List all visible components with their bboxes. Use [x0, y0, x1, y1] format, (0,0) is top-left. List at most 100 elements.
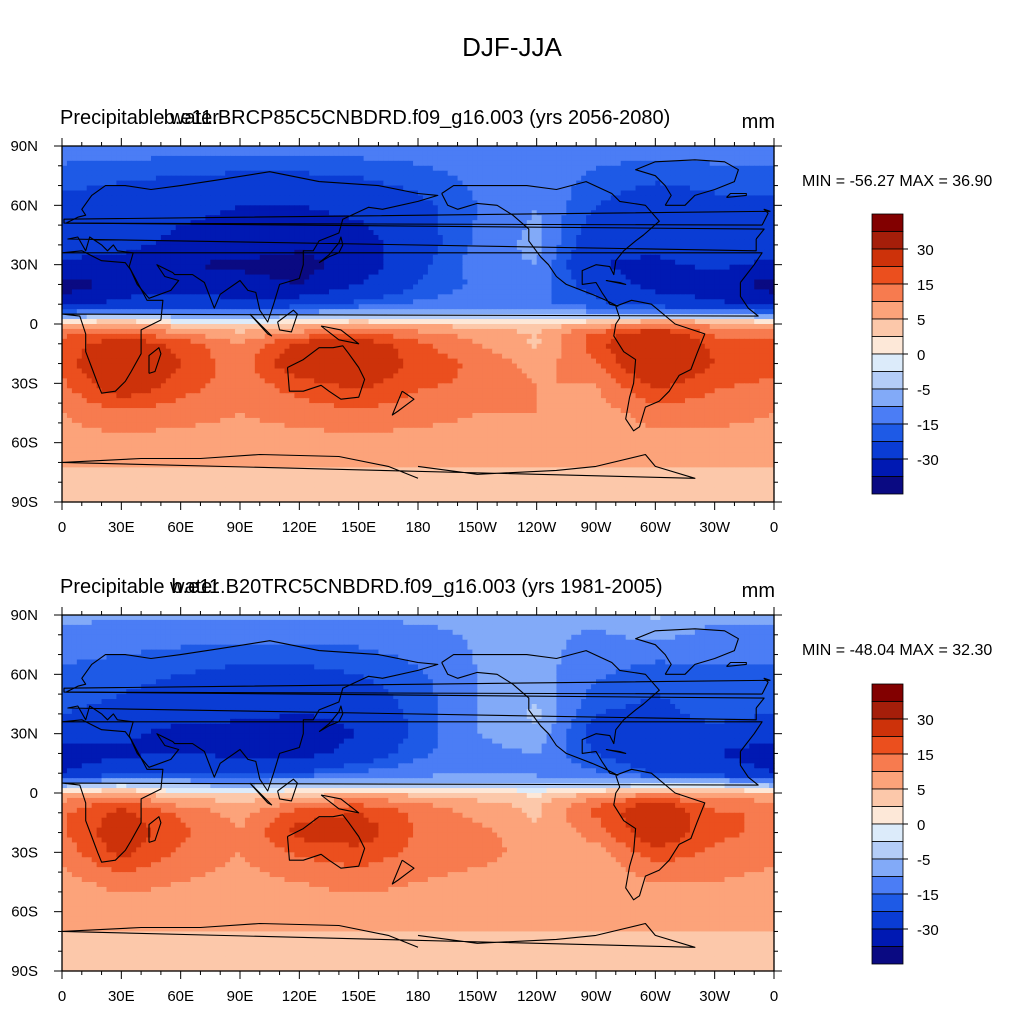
heatmap-cell: [556, 294, 562, 300]
heatmap-cell: [516, 180, 523, 187]
heatmap-cell: [427, 279, 434, 286]
heatmap-cell: [739, 264, 745, 271]
heatmap-cell: [284, 289, 291, 295]
heatmap-cell: [358, 165, 365, 172]
heatmap-cell: [516, 185, 523, 192]
heatmap-cell: [709, 239, 716, 246]
heatmap-cell: [259, 269, 266, 276]
heatmap-cell: [615, 309, 622, 315]
heatmap-cell: [353, 185, 360, 192]
heatmap-cell: [388, 215, 394, 221]
heatmap-cell: [630, 150, 637, 157]
heatmap-cell: [398, 254, 404, 261]
heatmap-cell: [556, 289, 562, 295]
heatmap-cell: [739, 225, 745, 231]
heatmap-cell: [749, 289, 755, 295]
heatmap-cell: [442, 146, 449, 152]
heatmap-cell: [175, 284, 182, 290]
heatmap-cell: [314, 314, 320, 320]
heatmap-cell: [689, 299, 696, 305]
heatmap-cell: [502, 205, 508, 211]
heatmap-cell: [482, 205, 488, 211]
heatmap-cell: [764, 180, 770, 187]
heatmap-cell: [413, 175, 419, 182]
heatmap-cell: [81, 289, 88, 295]
heatmap-cell: [492, 274, 498, 281]
heatmap-cell: [210, 180, 216, 187]
heatmap-cell: [600, 155, 607, 162]
heatmap-cell: [363, 304, 370, 310]
heatmap-cell: [408, 274, 414, 281]
heatmap-cell: [462, 225, 469, 231]
heatmap-cell: [180, 254, 187, 261]
heatmap-cell: [477, 205, 483, 211]
heatmap-cell: [472, 180, 478, 187]
heatmap-cell: [309, 259, 315, 266]
heatmap-cell: [240, 215, 246, 221]
heatmap-cell: [739, 150, 745, 157]
heatmap-cell: [432, 239, 439, 246]
heatmap-cell: [452, 254, 459, 261]
heatmap-cell: [754, 225, 760, 231]
heatmap-cell: [620, 165, 627, 172]
heatmap-cell: [240, 269, 246, 276]
heatmap-cell: [600, 235, 607, 241]
heatmap-cell: [116, 279, 122, 286]
heatmap-cell: [81, 200, 88, 206]
heatmap-cell: [630, 284, 637, 290]
heatmap-cell: [66, 170, 73, 177]
heatmap-cell: [610, 190, 617, 197]
heatmap-cell: [66, 230, 73, 236]
heatmap-cell: [175, 239, 182, 246]
heatmap-cell: [200, 269, 206, 276]
heatmap-cell: [185, 239, 192, 246]
heatmap-cell: [521, 264, 528, 271]
heatmap-cell: [368, 146, 375, 152]
heatmap-cell: [279, 170, 286, 177]
heatmap-cell: [635, 205, 642, 211]
heatmap-cell: [403, 200, 409, 206]
heatmap-cell: [685, 165, 691, 172]
heatmap-cell: [126, 244, 132, 251]
heatmap-cell: [314, 294, 320, 300]
heatmap-cell: [274, 244, 281, 251]
heatmap-cell: [71, 239, 78, 246]
heatmap-cell: [536, 155, 543, 162]
heatmap-cell: [136, 299, 142, 305]
heatmap-cell: [630, 195, 637, 201]
heatmap-cell: [210, 205, 216, 211]
heatmap-cell: [492, 175, 498, 182]
heatmap-cell: [319, 225, 325, 231]
heatmap-cell: [422, 314, 429, 320]
heatmap-cell: [408, 180, 414, 187]
heatmap-cell: [492, 146, 498, 152]
heatmap-cell: [86, 259, 93, 266]
heatmap-cell: [645, 244, 651, 251]
heatmap-cell: [605, 309, 612, 315]
heatmap-cell: [111, 289, 117, 295]
heatmap-cell: [744, 146, 750, 152]
heatmap-cell: [368, 150, 375, 157]
heatmap-cell: [724, 146, 731, 152]
heatmap-cell: [625, 175, 632, 182]
heatmap-cell: [180, 274, 187, 281]
heatmap-cell: [605, 146, 612, 152]
heatmap-cell: [635, 200, 642, 206]
heatmap-cell: [670, 150, 676, 157]
heatmap-cell: [769, 146, 775, 152]
heatmap-cell: [62, 180, 68, 187]
heatmap-cell: [106, 215, 113, 221]
heatmap-cell: [338, 160, 345, 167]
heatmap-cell: [230, 165, 236, 172]
heatmap-cell: [71, 274, 78, 281]
heatmap-cell: [551, 210, 558, 216]
heatmap-cell: [665, 160, 671, 167]
heatmap-cell: [680, 299, 686, 305]
heatmap-cell: [76, 200, 83, 206]
heatmap-cell: [605, 244, 612, 251]
heatmap-cell: [437, 235, 444, 241]
heatmap-cell: [304, 284, 310, 290]
heatmap-cell: [571, 269, 577, 276]
heatmap-cell: [136, 180, 142, 187]
heatmap-cell: [230, 244, 236, 251]
